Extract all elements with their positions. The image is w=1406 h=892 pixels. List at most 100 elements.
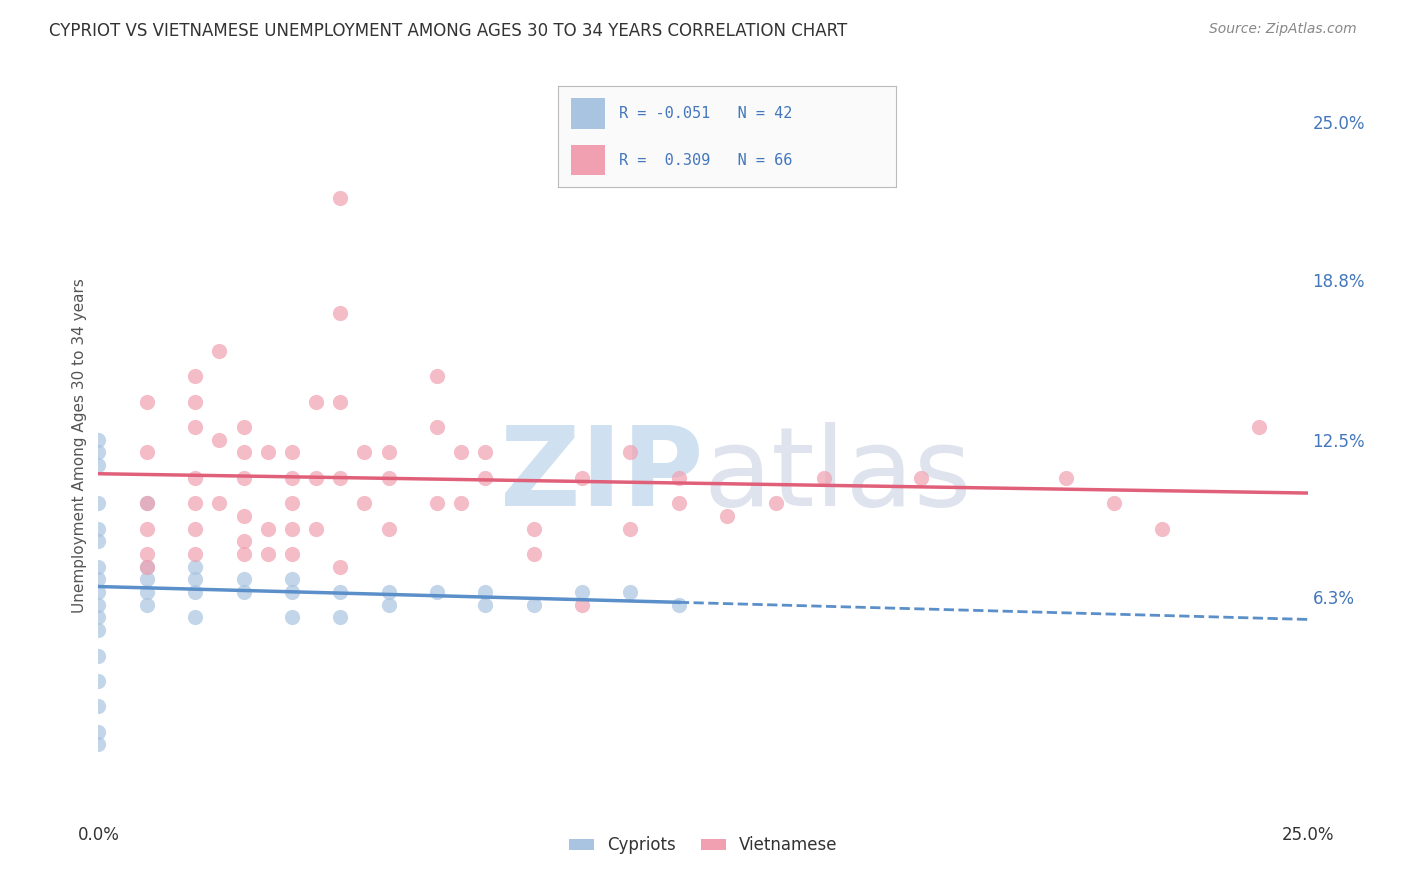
Point — [256, 547, 278, 561]
Point — [135, 585, 157, 599]
Point — [87, 445, 110, 459]
Point — [426, 496, 449, 510]
Point — [619, 585, 641, 599]
Point — [232, 420, 254, 434]
Point — [1102, 496, 1125, 510]
Point — [281, 445, 304, 459]
Point — [426, 369, 449, 384]
Point — [208, 496, 231, 510]
Point — [184, 610, 207, 624]
Point — [232, 471, 254, 485]
Point — [668, 496, 690, 510]
Point — [765, 496, 787, 510]
Point — [329, 191, 352, 205]
Point — [87, 738, 110, 752]
Point — [353, 445, 375, 459]
Point — [184, 559, 207, 574]
Point — [305, 471, 328, 485]
Point — [377, 598, 399, 612]
Point — [232, 572, 254, 586]
Point — [353, 496, 375, 510]
Point — [377, 471, 399, 485]
Point — [329, 610, 352, 624]
Point — [474, 598, 496, 612]
Point — [232, 445, 254, 459]
Point — [184, 585, 207, 599]
Point — [281, 610, 304, 624]
Point — [184, 420, 207, 434]
Point — [329, 585, 352, 599]
Point — [1249, 420, 1271, 434]
Point — [184, 572, 207, 586]
Point — [135, 547, 157, 561]
Point — [87, 598, 110, 612]
Text: atlas: atlas — [703, 423, 972, 530]
Point — [305, 522, 328, 536]
Point — [87, 673, 110, 688]
Point — [232, 547, 254, 561]
Point — [329, 394, 352, 409]
Point — [232, 508, 254, 523]
Point — [184, 369, 207, 384]
Point — [523, 522, 546, 536]
Point — [329, 471, 352, 485]
Point — [135, 496, 157, 510]
Point — [256, 445, 278, 459]
Point — [619, 522, 641, 536]
Y-axis label: Unemployment Among Ages 30 to 34 years: Unemployment Among Ages 30 to 34 years — [72, 278, 87, 614]
Point — [619, 445, 641, 459]
Point — [87, 699, 110, 714]
Point — [87, 610, 110, 624]
Point — [281, 496, 304, 510]
Point — [232, 585, 254, 599]
Point — [135, 559, 157, 574]
Point — [87, 496, 110, 510]
Point — [1152, 522, 1174, 536]
Point — [135, 559, 157, 574]
Point — [329, 306, 352, 320]
Point — [426, 585, 449, 599]
Point — [87, 522, 110, 536]
Point — [571, 471, 593, 485]
Text: ZIP: ZIP — [499, 423, 703, 530]
Point — [716, 508, 738, 523]
Point — [571, 585, 593, 599]
Point — [87, 458, 110, 472]
Point — [329, 559, 352, 574]
Point — [523, 547, 546, 561]
Point — [87, 433, 110, 447]
Point — [668, 598, 690, 612]
Point — [668, 471, 690, 485]
Point — [184, 547, 207, 561]
Point — [474, 445, 496, 459]
Point — [450, 496, 472, 510]
Point — [571, 598, 593, 612]
Point — [1054, 471, 1077, 485]
Point — [281, 522, 304, 536]
Point — [87, 534, 110, 549]
Point — [87, 572, 110, 586]
Point — [135, 496, 157, 510]
Point — [87, 623, 110, 637]
Point — [523, 598, 546, 612]
Point — [813, 471, 835, 485]
Text: Source: ZipAtlas.com: Source: ZipAtlas.com — [1209, 22, 1357, 37]
Point — [87, 724, 110, 739]
Point — [281, 572, 304, 586]
Point — [281, 471, 304, 485]
Point — [426, 420, 449, 434]
Point — [135, 394, 157, 409]
Text: CYPRIOT VS VIETNAMESE UNEMPLOYMENT AMONG AGES 30 TO 34 YEARS CORRELATION CHART: CYPRIOT VS VIETNAMESE UNEMPLOYMENT AMONG… — [49, 22, 848, 40]
Point — [232, 534, 254, 549]
Point — [281, 547, 304, 561]
Point — [87, 559, 110, 574]
Point — [184, 522, 207, 536]
Point — [135, 522, 157, 536]
Point — [281, 585, 304, 599]
Point — [184, 394, 207, 409]
Point — [377, 522, 399, 536]
Legend: Cypriots, Vietnamese: Cypriots, Vietnamese — [562, 830, 844, 861]
Point — [135, 598, 157, 612]
Point — [377, 585, 399, 599]
Point — [208, 433, 231, 447]
